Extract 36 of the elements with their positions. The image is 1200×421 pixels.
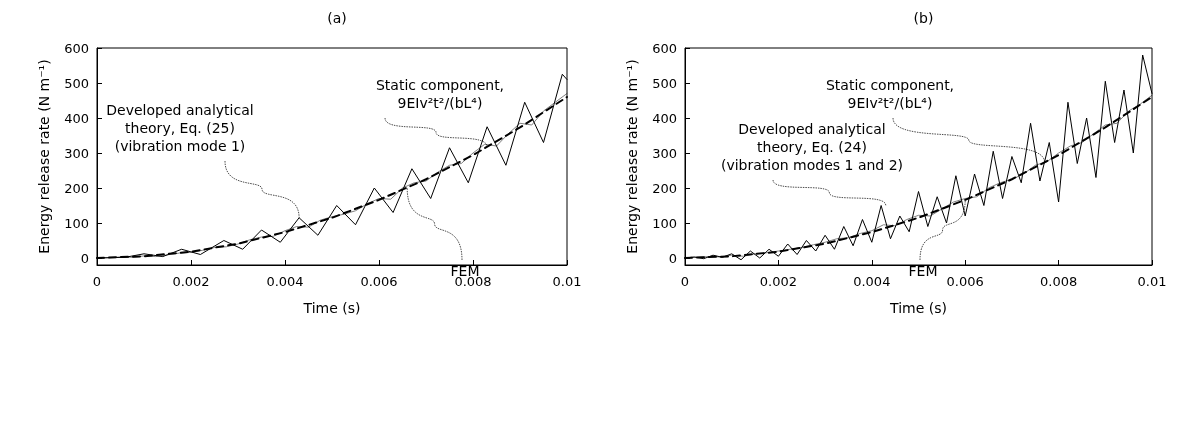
y-tick-label: 200 [64, 180, 89, 196]
y-tick-label: 400 [652, 110, 677, 126]
annotation: Static component, 9EIv²t²/(bL⁴) [375, 77, 505, 111]
y-tick-label: 400 [64, 110, 89, 126]
chart-title: (a) [327, 10, 347, 26]
x-tick-label: 0.01 [552, 274, 582, 289]
x-axis-title: Time (s) [889, 300, 947, 316]
x-tick-label: 0.002 [172, 274, 210, 289]
x-tick-label: 0.006 [946, 274, 984, 289]
y-tick-label: 0 [668, 250, 677, 266]
x-tick-label: 0.004 [853, 274, 891, 289]
y-tick-label: 500 [64, 75, 89, 91]
y-tick-label: 600 [652, 40, 677, 56]
x-tick-label: 0 [680, 274, 690, 289]
annotation: FEM [908, 263, 938, 279]
x-tick-label: 0.006 [360, 274, 398, 289]
y-tick-label: 300 [64, 145, 89, 161]
y-tick-label: 500 [652, 75, 677, 91]
annotation: Developed analytical theory, Eq. (24) (vibration modes 1 and 2) [720, 121, 904, 173]
y-axis-title: Energy release rate (N m⁻¹) [36, 59, 52, 254]
x-tick-label: 0.002 [759, 274, 798, 289]
annotation: Static component, 9EIv²t²/(bL⁴) [825, 77, 955, 111]
y-axis-title: Energy release rate (N m⁻¹) [624, 59, 640, 254]
x-tick-label: 0 [92, 274, 102, 289]
x-tick-label: 0.004 [266, 274, 304, 289]
x-tick-label: 0.01 [1137, 274, 1167, 289]
y-tick-label: 200 [652, 180, 677, 196]
x-tick-label: 0.008 [1039, 274, 1078, 289]
chart-title: (b) [913, 10, 934, 26]
annotation: Developed analytical theory, Eq. (25) (vibration mode 1) [106, 102, 254, 154]
y-tick-label: 0 [80, 250, 89, 266]
x-axis-title: Time (s) [302, 300, 361, 316]
y-tick-label: 600 [64, 40, 89, 56]
y-tick-label: 100 [64, 215, 89, 231]
y-tick-label: 300 [652, 145, 677, 161]
y-tick-label: 100 [652, 215, 677, 231]
